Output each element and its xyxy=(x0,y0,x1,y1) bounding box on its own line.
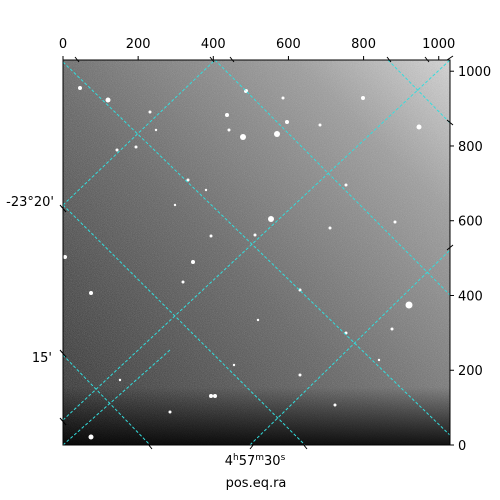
coordinate-grid-line xyxy=(63,349,171,445)
star xyxy=(191,260,195,264)
star xyxy=(344,183,348,187)
star xyxy=(268,216,274,222)
ra-axis-bottom: 4h57m30s pos.eq.ra xyxy=(147,443,308,491)
coordinate-grid-line xyxy=(63,61,450,436)
star xyxy=(256,318,260,322)
star xyxy=(89,291,93,295)
star xyxy=(154,128,158,132)
star xyxy=(328,226,332,230)
star xyxy=(213,394,217,398)
x-tick-label: 0 xyxy=(59,37,67,52)
star xyxy=(361,96,365,100)
star xyxy=(281,96,285,100)
ra-tick-label: 4h57m30s xyxy=(225,453,286,469)
coordinate-grid-line xyxy=(63,60,450,421)
star xyxy=(227,128,231,132)
star xyxy=(88,434,94,440)
coordinate-grid-line xyxy=(63,354,151,445)
x-tick-label: 200 xyxy=(126,37,151,52)
star xyxy=(148,110,152,114)
star xyxy=(168,410,172,414)
star xyxy=(405,301,413,309)
star xyxy=(377,358,381,362)
coordinate-grid-line xyxy=(387,60,450,124)
coordinate-grid-line xyxy=(63,60,216,206)
star xyxy=(298,373,302,377)
x-tick-label: 600 xyxy=(276,37,301,52)
star xyxy=(209,234,213,238)
y-pixel-axis-right: 0 200 400 600 800 1000 xyxy=(450,65,491,454)
dec-tick-label: 15' xyxy=(32,351,52,366)
plot-frame xyxy=(62,59,451,446)
star xyxy=(318,123,322,127)
y-tick-label: 600 xyxy=(458,215,483,230)
star xyxy=(416,124,422,130)
star xyxy=(118,378,122,382)
y-tick-label: 0 xyxy=(458,439,466,454)
x-tick-label: 1000 xyxy=(422,37,455,52)
y-tick-label: 200 xyxy=(458,364,483,379)
x-tick-label: 800 xyxy=(351,37,376,52)
star xyxy=(134,145,138,149)
star xyxy=(181,280,185,284)
star xyxy=(78,86,82,90)
edge-grid-ticks xyxy=(74,55,454,251)
star xyxy=(333,403,337,407)
celestial-coordinate-grid xyxy=(63,60,450,445)
y-tick-label: 800 xyxy=(458,140,483,155)
star xyxy=(105,97,111,103)
star-field xyxy=(63,86,422,440)
star xyxy=(232,363,236,367)
sky-image xyxy=(63,60,450,445)
star xyxy=(240,134,246,140)
y-tick-label: 1000 xyxy=(458,65,491,80)
star xyxy=(253,233,257,237)
x-pixel-axis-top: 0 200 400 600 800 1000 xyxy=(59,37,455,60)
y-tick-label: 400 xyxy=(458,289,483,304)
star xyxy=(274,131,280,137)
star xyxy=(63,255,67,259)
dec-axis-left: -23°20' 15' xyxy=(6,195,67,426)
coordinate-grid-line xyxy=(63,204,306,445)
star xyxy=(285,120,289,124)
dec-tick-label: -23°20' xyxy=(6,195,54,210)
star xyxy=(204,188,208,192)
star xyxy=(209,394,213,398)
star xyxy=(186,178,190,182)
x-tick-label: 400 xyxy=(201,37,226,52)
star xyxy=(173,203,177,207)
x-axis-title: pos.eq.ra xyxy=(226,476,287,491)
star xyxy=(393,220,397,224)
coordinate-grid-line xyxy=(214,60,450,296)
star xyxy=(225,113,229,117)
coordinate-grid-line xyxy=(249,249,450,445)
star xyxy=(115,148,119,152)
star xyxy=(390,327,394,331)
